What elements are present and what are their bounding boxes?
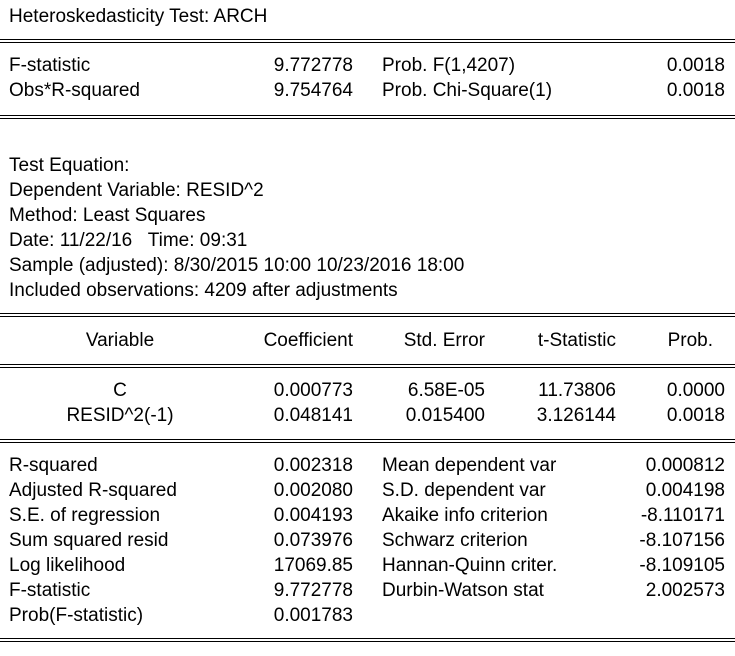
summary-label: Sum squared resid: [9, 530, 169, 551]
summary-value: 17069.85: [273, 555, 353, 576]
col-header-std-error: Std. Error: [403, 330, 485, 351]
row-coefficient: 0.048141: [273, 405, 353, 426]
summary-label: Mean dependent var: [382, 455, 557, 476]
row-t-statistic: 3.126144: [536, 405, 616, 426]
equation-info-line: Sample (adjusted): 8/30/2015 10:00 10/23…: [9, 255, 465, 276]
col-header-t-statistic: t-Statistic: [537, 330, 616, 351]
equation-info-line: Date: 11/22/16 Time: 09:31: [9, 230, 248, 251]
summary-value: 2.002573: [645, 580, 725, 601]
col-header-coefficient: Coefficient: [263, 330, 353, 351]
summary-value: 0.000812: [645, 455, 725, 476]
summary-label: F-statistic: [9, 580, 91, 601]
row-std-error: 6.58E-05: [407, 380, 485, 401]
prob-value: 0.0018: [666, 55, 725, 76]
summary-label: Akaike info criterion: [382, 505, 548, 526]
equation-info-line: Test Equation:: [9, 155, 130, 176]
stat-label: Obs*R-squared: [9, 80, 140, 101]
summary-value: 0.004193: [273, 505, 353, 526]
summary-value: 0.001783: [273, 605, 353, 626]
summary-value: 9.772778: [273, 580, 353, 601]
summary-value: 0.004198: [645, 480, 725, 501]
divider-summary: [0, 439, 735, 443]
stat-label: F-statistic: [9, 55, 91, 76]
row-prob: 0.0018: [666, 405, 725, 426]
equation-info-line: Method: Least Squares: [9, 205, 206, 226]
row-prob: 0.0000: [666, 380, 725, 401]
divider-top: [0, 39, 735, 43]
stat-value: 9.754764: [273, 80, 353, 101]
summary-label: Adjusted R-squared: [9, 480, 177, 501]
equation-info-line: Included observations: 4209 after adjust…: [9, 280, 398, 301]
summary-label: Durbin-Watson stat: [382, 580, 544, 601]
equation-info-line: Dependent Variable: RESID^2: [9, 180, 264, 201]
summary-label: Log likelihood: [9, 555, 126, 576]
row-std-error: 0.015400: [405, 405, 485, 426]
summary-value: -8.109105: [639, 555, 725, 576]
divider-header-bottom: [0, 364, 735, 368]
summary-label: S.E. of regression: [9, 505, 161, 526]
summary-label: Schwarz criterion: [382, 530, 528, 551]
row-variable: RESID^2(-1): [66, 405, 174, 426]
summary-label: S.D. dependent var: [382, 480, 546, 501]
summary-label: Prob(F-statistic): [9, 605, 144, 626]
row-variable: C: [113, 380, 127, 401]
divider-header-top: [0, 313, 735, 317]
divider-bottom: [0, 638, 735, 642]
col-header-variable: Variable: [85, 330, 155, 351]
divider-stats: [0, 115, 735, 119]
summary-value: -8.107156: [639, 530, 725, 551]
summary-value: -8.110171: [640, 505, 725, 526]
summary-value: 0.002318: [273, 455, 353, 476]
stat-value: 9.772778: [273, 55, 353, 76]
prob-label: Prob. Chi-Square(1): [382, 80, 553, 101]
summary-value: 0.073976: [273, 530, 353, 551]
summary-label: Hannan-Quinn criter.: [382, 555, 558, 576]
prob-value: 0.0018: [666, 80, 725, 101]
output-title: Heteroskedasticity Test: ARCH: [9, 6, 268, 27]
summary-value: 0.002080: [273, 480, 353, 501]
prob-label: Prob. F(1,4207): [382, 55, 516, 76]
row-t-statistic: 11.73806: [538, 380, 616, 401]
summary-label: R-squared: [9, 455, 98, 476]
col-header-prob: Prob.: [667, 330, 713, 351]
row-coefficient: 0.000773: [273, 380, 353, 401]
